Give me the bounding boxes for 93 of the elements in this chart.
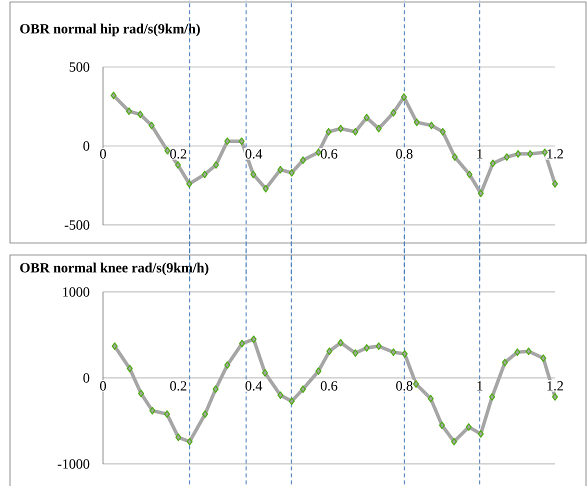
point — [238, 340, 245, 348]
point — [514, 348, 520, 356]
point — [138, 390, 144, 398]
point — [376, 342, 382, 350]
point — [402, 350, 408, 358]
point — [428, 122, 434, 130]
point — [451, 438, 458, 446]
point — [137, 110, 144, 118]
point — [288, 169, 295, 177]
chart-title: OBR normal hip rad/s(9km/h) — [20, 24, 200, 36]
point — [414, 118, 420, 126]
x-tick-label: 1 — [477, 381, 482, 390]
point — [452, 153, 458, 161]
point — [164, 146, 170, 155]
point — [376, 124, 382, 132]
point — [504, 153, 510, 161]
point — [250, 335, 257, 344]
point — [300, 156, 306, 164]
point — [390, 109, 396, 117]
point — [213, 161, 220, 169]
point — [352, 349, 358, 357]
point — [300, 385, 306, 393]
point — [224, 137, 230, 146]
point — [502, 358, 508, 366]
x-tick-label: 0.8 — [396, 149, 413, 159]
point — [466, 170, 472, 178]
point — [400, 93, 407, 101]
point — [440, 128, 446, 136]
x-tick-label: 0.8 — [396, 381, 413, 391]
point — [126, 364, 133, 372]
y-tick-label: 0 — [83, 373, 90, 383]
point — [364, 114, 370, 122]
point — [149, 406, 156, 414]
point — [352, 128, 358, 136]
y-tick-label: -500 — [64, 220, 90, 230]
x-tick-label: 1.2 — [548, 149, 563, 159]
point — [110, 92, 117, 100]
x-tick-label: 0.4 — [245, 149, 262, 159]
x-tick-label: 0.2 — [170, 381, 186, 391]
x-tick-label: 0.2 — [170, 149, 186, 159]
point — [224, 361, 230, 369]
point — [315, 367, 322, 375]
point — [202, 170, 208, 178]
point — [552, 393, 558, 401]
point — [490, 160, 496, 168]
point — [262, 184, 269, 192]
point — [478, 430, 484, 438]
point — [542, 148, 548, 156]
point — [202, 410, 208, 418]
x-tick-label: 1.2 — [548, 381, 563, 391]
point — [326, 348, 332, 356]
point — [428, 394, 434, 402]
chart-title: OBR normal knee rad/s(9km/h) — [20, 262, 208, 276]
point — [262, 369, 268, 377]
point — [164, 410, 170, 418]
point — [478, 190, 484, 198]
point — [326, 128, 332, 136]
point — [148, 122, 155, 130]
y-tick-label: -1000 — [58, 459, 90, 469]
point — [288, 397, 295, 406]
point — [126, 107, 132, 116]
point — [515, 150, 522, 158]
point — [390, 348, 396, 356]
point — [186, 438, 193, 446]
point — [489, 393, 496, 401]
x-tick-label: 0.6 — [320, 149, 338, 159]
x-tick-label: 0 — [100, 149, 106, 159]
point — [175, 434, 182, 442]
point — [338, 338, 344, 347]
point — [413, 380, 420, 388]
point — [112, 342, 118, 350]
point — [439, 421, 446, 430]
point — [212, 385, 219, 393]
point — [186, 180, 192, 188]
point — [527, 150, 534, 158]
point — [338, 124, 344, 132]
point — [277, 391, 284, 399]
point — [364, 344, 370, 352]
x-tick-label: 0.6 — [320, 381, 338, 391]
point — [250, 170, 256, 178]
point — [277, 166, 284, 174]
x-tick-label: 0.4 — [245, 381, 262, 391]
point — [540, 354, 546, 362]
x-tick-label: 0 — [100, 381, 106, 391]
point — [552, 180, 558, 188]
y-tick-label: 0 — [83, 141, 90, 151]
y-tick-label: 500 — [70, 62, 90, 72]
point — [238, 137, 245, 146]
point — [466, 423, 472, 431]
x-tick-label: 1 — [477, 149, 482, 158]
point — [174, 161, 181, 169]
point — [526, 348, 532, 356]
y-tick-label: 1000 — [63, 287, 90, 297]
